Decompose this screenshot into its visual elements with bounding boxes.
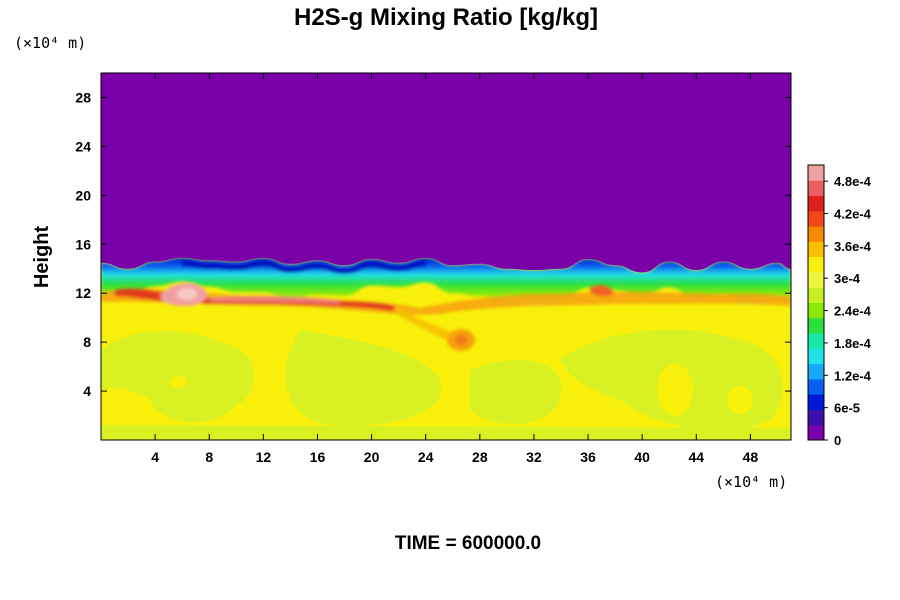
colorbar-swatch	[808, 378, 824, 395]
y-tick-label: 8	[83, 334, 91, 350]
colorbar-swatch	[808, 333, 824, 349]
field-orange-streak	[101, 289, 791, 315]
colorbar-frame	[807, 164, 825, 441]
field-lower-patches	[101, 329, 791, 440]
field-high-values	[101, 282, 791, 351]
field-red-patch-right	[590, 285, 614, 297]
x-units-label: (×10⁴ m)	[715, 473, 787, 491]
colorbar-tick-label: 2.4e-4	[834, 304, 872, 319]
colorbar-swatch	[808, 424, 824, 441]
colorbar-tick-label: 4.8e-4	[834, 174, 872, 189]
colorbar-tick-label: 0	[834, 433, 841, 448]
field-lower-highlights	[169, 364, 752, 421]
time-label: TIME = 600000.0	[395, 533, 541, 554]
colorbar-swatch	[808, 256, 824, 273]
colorbar-swatch	[808, 348, 824, 365]
colorbar-swatch	[808, 409, 824, 426]
x-tick-label: 16	[310, 449, 326, 465]
y-tick-label: 24	[75, 138, 91, 154]
y-tick-label: 16	[75, 236, 91, 252]
colorbar-tick-label: 6e-5	[834, 401, 860, 416]
colorbar-swatch	[808, 226, 824, 242]
colorbar-swatch	[808, 165, 824, 181]
field-interface-gradient	[101, 257, 791, 306]
colorbar-swatch	[808, 195, 824, 212]
x-tick-label: 8	[205, 449, 213, 465]
x-tick-label: 40	[634, 449, 650, 465]
colorbar-swatch	[808, 210, 824, 227]
colorbar-tick-label: 3.6e-4	[834, 239, 872, 254]
x-tick-label: 4	[151, 449, 159, 465]
colorbar-swatch	[808, 241, 824, 258]
x-tick-label: 44	[689, 449, 705, 465]
y-axis-ticks: 4 8 12 16 20 24 28	[75, 89, 791, 399]
colorbar-swatch	[808, 394, 824, 410]
colorbar-swatch	[808, 363, 824, 380]
x-tick-label: 36	[580, 449, 596, 465]
y-axis-title: Height	[31, 226, 53, 289]
colorbar-swatch	[808, 287, 824, 303]
y-tick-label: 20	[75, 187, 91, 203]
plot-frame	[100, 72, 792, 441]
colorbar-swatch	[808, 271, 824, 288]
colorbar-tick-label: 1.2e-4	[834, 368, 872, 383]
x-tick-label: 24	[418, 449, 434, 465]
colorbar: 0 6e-5 1.2e-4 1.8e-4 2.4e-4 3e-4 3.6e-4 4.2e-4 4…	[807, 164, 872, 448]
field-interface-deep-blue	[182, 260, 426, 275]
y-tick-label: 4	[83, 383, 91, 399]
y-units-label: (×10⁴ m)	[14, 34, 86, 52]
field-upper-region	[101, 73, 791, 273]
x-tick-label: 12	[256, 449, 272, 465]
x-tick-label: 48	[743, 449, 759, 465]
colorbar-tick-label: 3e-4	[834, 271, 861, 286]
colorbar-swatch	[808, 317, 824, 334]
x-axis-ticks: 4 8 12 16 20 24 28 32 36 40 44 48	[151, 73, 758, 465]
colorbar-swatch	[808, 180, 824, 197]
plot-area	[101, 73, 791, 440]
colorbar-swatch	[808, 302, 824, 319]
field-orange-wisp	[396, 308, 458, 342]
y-tick-label: 12	[75, 285, 91, 301]
x-tick-label: 28	[472, 449, 488, 465]
x-tick-label: 20	[364, 449, 380, 465]
field-interface-band	[101, 257, 791, 306]
field-pink-streak	[210, 295, 340, 304]
x-tick-label: 32	[526, 449, 542, 465]
y-tick-label: 28	[75, 89, 91, 105]
colorbar-tick-label: 4.2e-4	[834, 207, 872, 222]
chart-title: H2S-g Mixing Ratio [kg/kg]	[294, 4, 598, 31]
colorbar-tick-label: 1.8e-4	[834, 336, 872, 351]
